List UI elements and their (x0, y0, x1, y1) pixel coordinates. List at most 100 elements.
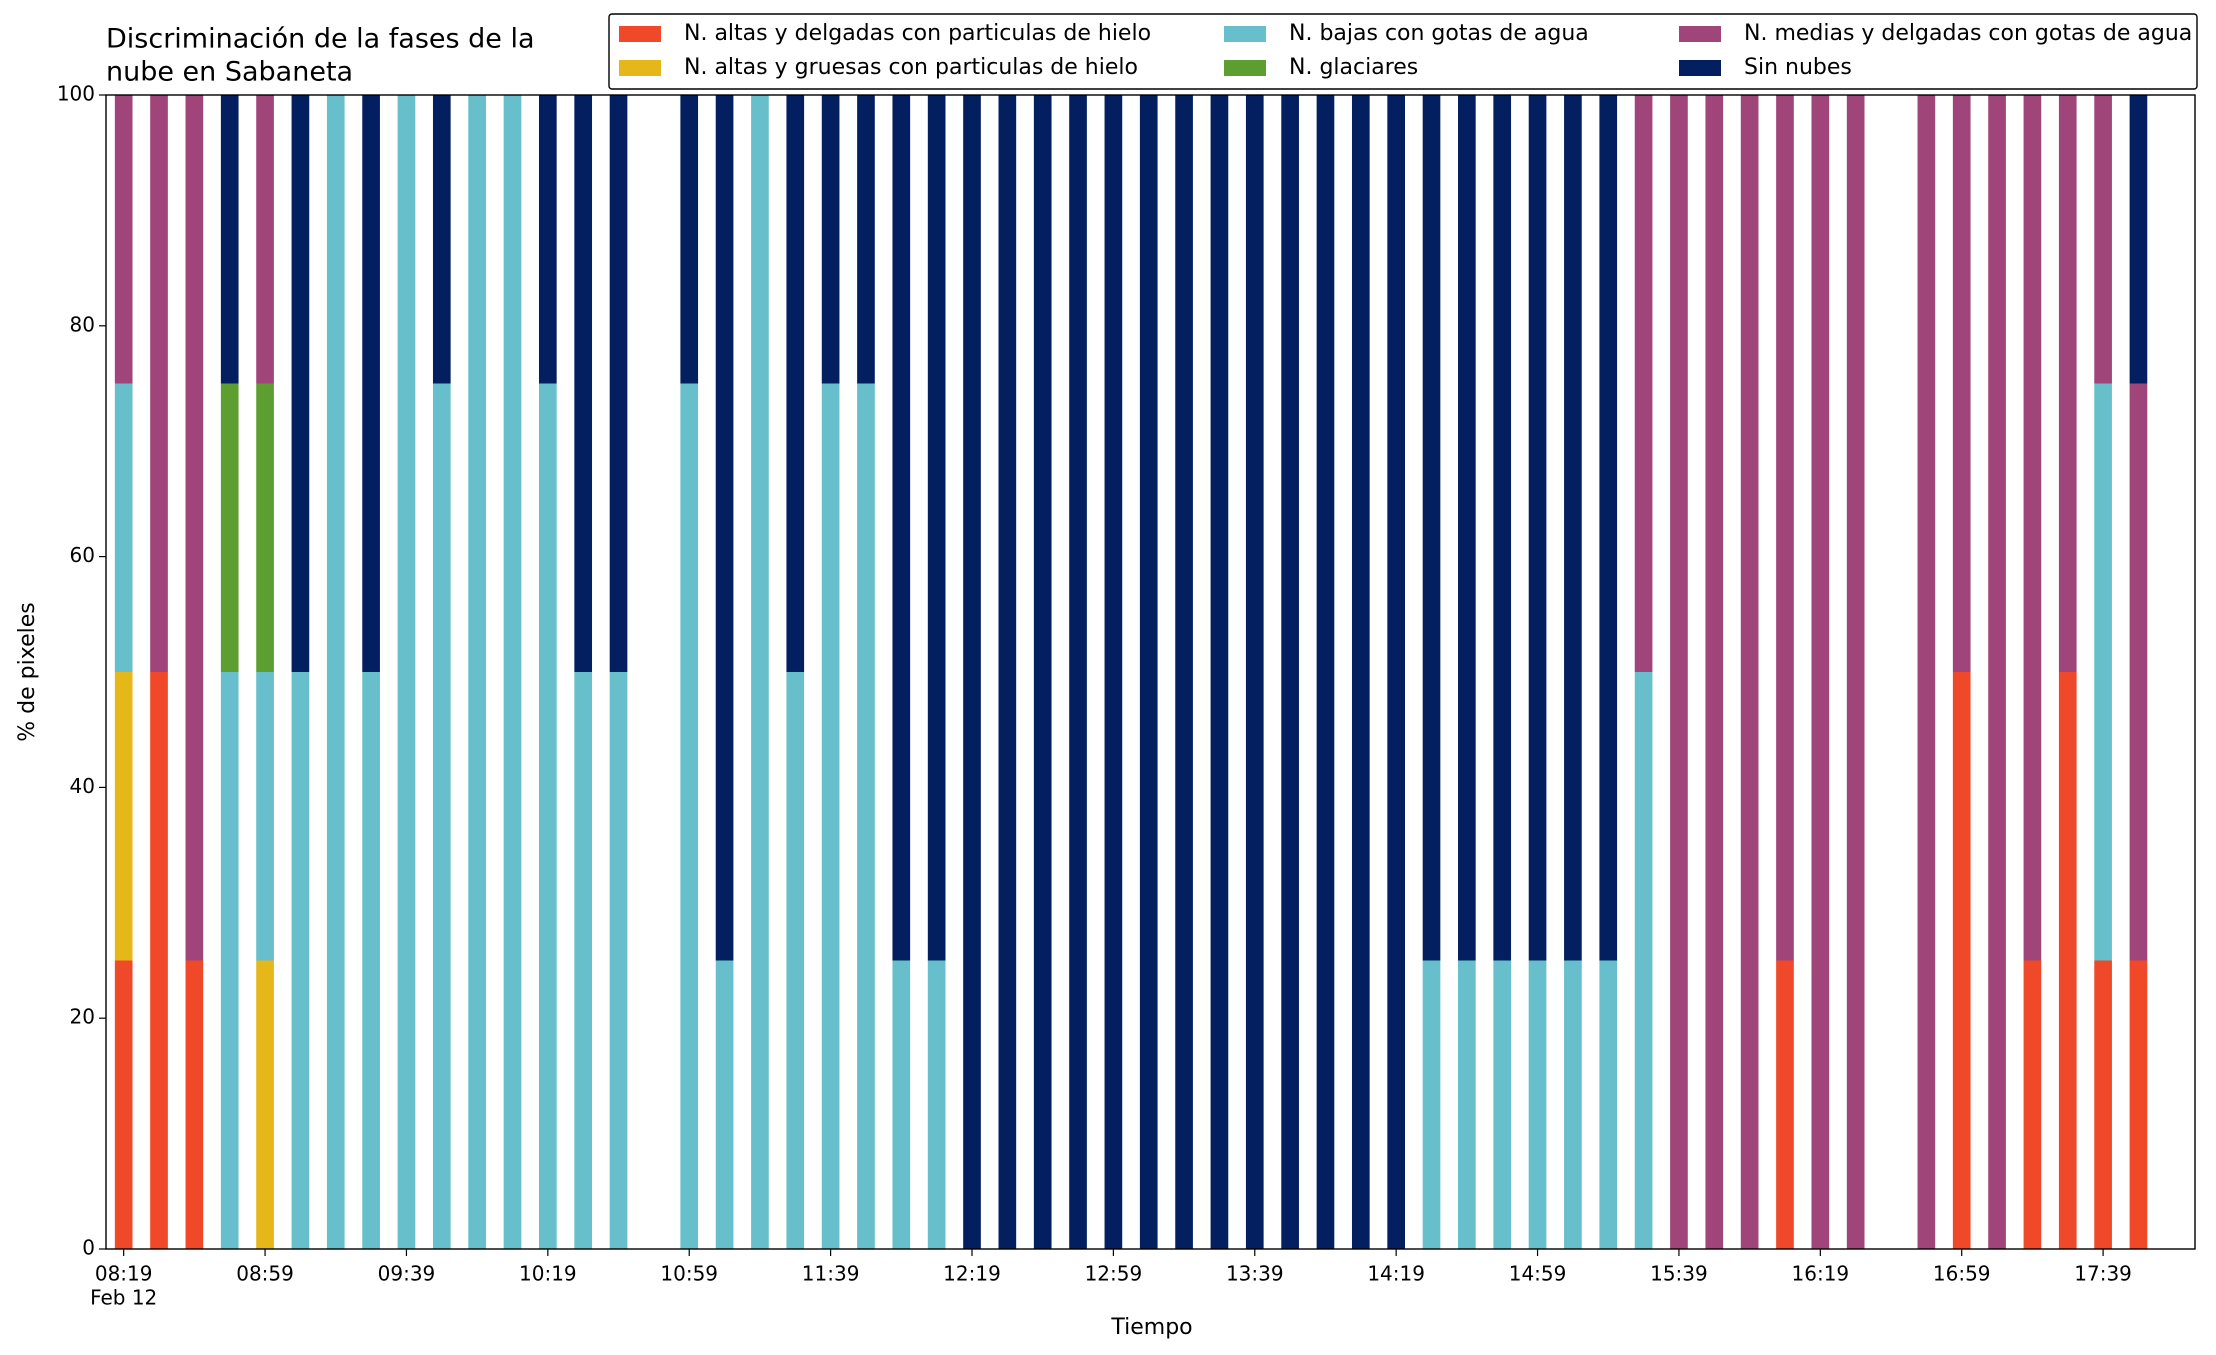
bar-segment (150, 672, 168, 1249)
bar-segment (1599, 95, 1618, 961)
bar-segment (1952, 95, 1971, 672)
bar-segment (1104, 95, 1123, 1249)
bar-segment (256, 383, 274, 672)
bar-segment (503, 95, 522, 1249)
bar-segment (1493, 95, 1512, 961)
y-tick-label: 80 (70, 312, 95, 336)
plot-frame (105, 94, 2196, 1250)
legend-label: N. altas y delgadas con particulas de hi… (684, 21, 1151, 46)
bar-segment (1139, 95, 1158, 1249)
bar-segment (1564, 960, 1582, 1249)
x-tick-label: 08:19 (95, 1262, 153, 1286)
chart-title: Discriminación de la fases de la (106, 24, 535, 55)
bar-segment (892, 960, 911, 1249)
bar-segment (1776, 960, 1794, 1249)
legend-swatch (619, 60, 661, 76)
x-tick-label: 14:59 (1509, 1262, 1567, 1286)
bar-segment (538, 95, 557, 384)
bar-segment (1175, 95, 1193, 1249)
bar-segment (2094, 383, 2112, 961)
x-tick-label: 16:59 (1933, 1262, 1991, 1286)
bar-segment (150, 95, 168, 672)
bar-segment (715, 960, 734, 1249)
bar-segment (432, 383, 451, 1249)
bar-segment (1316, 95, 1335, 1249)
bar-segment (963, 95, 981, 1249)
legend-swatch (1679, 26, 1721, 42)
legend-label: N. medias y delgadas con gotas de agua (1744, 21, 2192, 46)
x-axis-label: Tiempo (1110, 1315, 1192, 1340)
bar-segment (609, 672, 628, 1249)
bar-segment (857, 95, 875, 384)
bar-segment (1528, 960, 1547, 1249)
x-tick-label: 14:19 (1367, 1262, 1425, 1286)
legend-label: N. altas y gruesas con particulas de hie… (684, 55, 1138, 80)
bar-segment (609, 95, 628, 672)
bar-segment (1634, 95, 1653, 672)
bar-segment (1988, 95, 2006, 1249)
legend-label: Sin nubes (1744, 55, 1852, 80)
legend-label: N. bajas con gotas de agua (1289, 21, 1589, 46)
bar-segment (1740, 95, 1759, 1249)
bar-segment (2023, 960, 2042, 1249)
bar-segment (1422, 95, 1441, 961)
x-date-label: Feb 12 (90, 1286, 157, 1310)
bar-segment (114, 383, 133, 672)
bar-segment (927, 95, 946, 961)
x-tick-label: 13:39 (1226, 1262, 1284, 1286)
bar-segment (256, 95, 274, 384)
bar-segment (185, 960, 204, 1249)
bar-segment (1387, 95, 1405, 1249)
bar-segment (821, 95, 840, 384)
chart-title: nube en Sabaneta (106, 57, 353, 88)
bar-segment (1917, 95, 1936, 1249)
bar-segment (432, 95, 451, 384)
bar-segment (1422, 960, 1441, 1249)
bar-segment (2129, 383, 2148, 961)
bar-segment (1245, 95, 1264, 1249)
bar-segment (1670, 95, 1688, 1249)
bar-segment (1033, 95, 1052, 1249)
bar-segment (256, 960, 274, 1249)
y-tick-label: 20 (70, 1005, 95, 1029)
bar-segment (114, 672, 133, 961)
bar-segment (1952, 672, 1971, 1249)
bar-segment (574, 95, 593, 672)
bar-segment (786, 95, 805, 672)
bar-segment (1458, 95, 1476, 961)
x-tick-label: 15:39 (1650, 1262, 1708, 1286)
x-tick-label: 10:19 (519, 1262, 577, 1286)
bar-segment (892, 95, 911, 961)
bar-segment (857, 383, 875, 1249)
bar-segment (1776, 95, 1794, 961)
x-tick-label: 09:39 (378, 1262, 436, 1286)
x-tick-label: 11:39 (802, 1262, 860, 1286)
bar-segment (927, 960, 946, 1249)
bar-segment (2094, 95, 2112, 384)
bar-segment (291, 672, 310, 1249)
bar-segment (397, 95, 416, 1249)
bar-segment (362, 672, 380, 1249)
bar-segment (2023, 95, 2042, 961)
bar-segment (1493, 960, 1512, 1249)
bar-segment (291, 95, 310, 672)
legend-box (608, 13, 2198, 90)
bar-segment (1846, 95, 1865, 1249)
bar-segment (1528, 95, 1547, 961)
bar-segment (998, 95, 1017, 1249)
bar-segment (2094, 960, 2112, 1249)
x-tick-label: 12:19 (943, 1262, 1001, 1286)
bar-segment (538, 383, 557, 1249)
bar-segment (362, 95, 380, 672)
legend-label: N. glaciares (1289, 55, 1418, 80)
legend-swatch (1224, 26, 1266, 42)
bar-segment (2129, 960, 2148, 1249)
bar-segment (680, 383, 699, 1249)
legend-swatch (1679, 60, 1721, 76)
y-tick-label: 40 (70, 774, 95, 798)
bar-segment (220, 672, 239, 1249)
bar-segment (1634, 672, 1653, 1249)
bar-segment (2058, 672, 2077, 1249)
bar-segment (1351, 95, 1370, 1249)
